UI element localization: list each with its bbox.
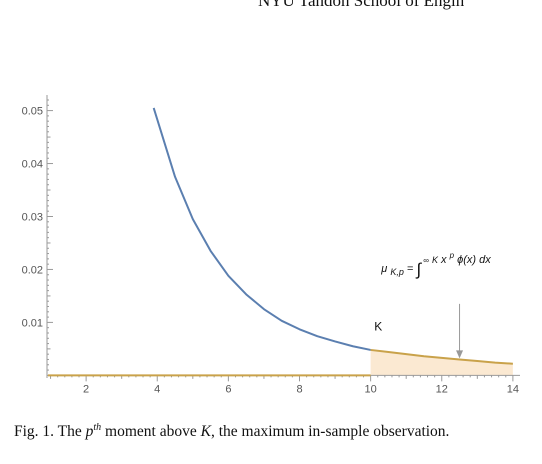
formula-integral: ∫ — [415, 260, 422, 279]
tick-marks — [47, 99, 514, 382]
y-tick-label: 0.05 — [22, 106, 43, 118]
moment-figure: 2 4 6 8 10 12 14 0.01 0.02 0.03 0.04 0.05 K μ K,p =… — [22, 95, 520, 396]
formula-upper-limit: ∞ — [423, 256, 429, 265]
x-tick-label: 2 — [83, 383, 89, 395]
y-tick-label: 0.03 — [22, 211, 43, 223]
k-label: K — [374, 319, 382, 333]
y-tick-label: 0.01 — [22, 317, 43, 329]
formula-x: x — [440, 254, 447, 266]
y-tick-label: 0.02 — [22, 264, 43, 276]
caption-post: , the maximum in-sample observation. — [210, 423, 450, 441]
formula-equals: = — [407, 263, 416, 275]
x-tick-label: 10 — [365, 383, 377, 395]
x-tick-label: 12 — [436, 383, 448, 395]
annotations: K μ K,p = ∫ ∞ K x p ϕ(x) dx — [374, 249, 491, 359]
caption-mid: moment above — [101, 423, 201, 441]
running-header: NYU Tandon School of Engin — [258, 0, 465, 10]
tick-labels: 2 4 6 8 10 12 14 0.01 0.02 0.03 0.04 0.05 — [22, 106, 519, 396]
axes — [46, 95, 520, 378]
caption-fig-label: Fig. 1. — [14, 423, 55, 441]
formula-lower-limit: K — [432, 255, 439, 265]
y-tick-label: 0.04 — [22, 159, 43, 171]
caption-p: p — [85, 423, 94, 441]
formula-mu: μ — [380, 263, 387, 275]
caption-pre: The — [54, 423, 86, 441]
formula-integrand: ϕ(x) dx — [457, 254, 491, 266]
formula-annotation: μ K,p = ∫ ∞ K x p ϕ(x) dx — [380, 249, 491, 279]
formula-mu-subscript: K,p — [390, 267, 404, 277]
series-group — [48, 107, 513, 377]
x-tick-label: 4 — [154, 383, 160, 395]
caption-th: th — [93, 422, 102, 433]
x-tick-label: 14 — [507, 383, 519, 395]
figure-caption: Fig. 1. The pth moment above K, the maxi… — [14, 422, 449, 441]
tail-curve — [370, 348, 513, 365]
density-curve — [152, 107, 371, 351]
tail-shaded-area — [370, 349, 513, 376]
formula-p-superscript: p — [449, 251, 455, 260]
caption-k: K — [200, 423, 211, 441]
x-tick-label: 6 — [225, 383, 231, 395]
x-tick-label: 8 — [296, 383, 302, 395]
tail-shaded-area-group — [370, 349, 513, 376]
arrow-head — [456, 350, 464, 359]
